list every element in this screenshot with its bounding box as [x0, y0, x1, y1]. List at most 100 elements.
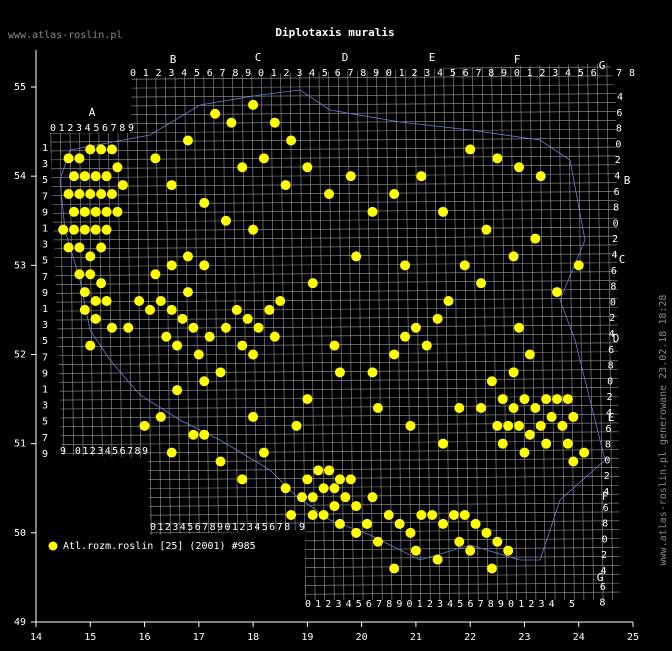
occurrence-dot: [465, 545, 476, 556]
grid-line: [50, 404, 620, 410]
grid-line: [68, 63, 76, 600]
occurrence-dot: [112, 206, 123, 217]
occurrence-dot: [269, 117, 280, 128]
grid-digit: 0: [604, 455, 610, 466]
y-tick-label: 52: [14, 350, 26, 361]
occurrence-dot: [269, 331, 280, 342]
occurrence-dot: [497, 438, 508, 449]
occurrence-dot: [199, 429, 210, 440]
occurrence-dot: [454, 403, 465, 413]
grid-digit: 6: [611, 266, 617, 277]
grid-letter: D: [342, 51, 349, 64]
footer-label: www.atlas-roslin.pl generowane 23.02.18 …: [658, 295, 669, 566]
grid-line: [50, 235, 620, 241]
x-tick-label: 20: [356, 632, 368, 643]
grid-line: [50, 200, 620, 205]
occurrence-dot: [302, 162, 313, 173]
grid-digit: 5: [42, 175, 48, 186]
occurrence-dot: [410, 322, 421, 333]
grid-line: [376, 63, 383, 600]
grid-line: [50, 262, 620, 268]
occurrence-dot: [242, 313, 253, 324]
grid-digit: 9: [42, 288, 48, 299]
occurrence-dot: [573, 260, 584, 271]
grid-letter: G: [599, 59, 606, 72]
grid-digit: 3: [42, 401, 48, 412]
occurrence-dot: [394, 518, 405, 529]
occurrence-dot: [476, 278, 487, 289]
grid-line: [404, 63, 412, 600]
occurrence-dot: [199, 197, 210, 208]
occurrence-dot: [530, 233, 541, 244]
occurrence-dot: [367, 492, 378, 503]
occurrence-dot: [519, 447, 530, 458]
grid-line: [50, 582, 620, 588]
grid-line: [299, 63, 306, 600]
grid-line: [462, 63, 470, 600]
grid-line: [385, 63, 393, 600]
occurrence-dot: [248, 349, 259, 360]
occurrence-dot: [372, 403, 383, 413]
grid-line: [50, 209, 620, 214]
grid-line: [433, 63, 441, 600]
grid-line: [50, 395, 620, 401]
grid-line: [50, 173, 620, 178]
grid-line: [203, 63, 210, 600]
occurrence-dot: [106, 189, 117, 199]
y-tick-label: 49: [14, 617, 26, 628]
occurrence-dot: [530, 403, 541, 413]
occurrence-dot: [557, 420, 568, 431]
grid-line: [318, 63, 326, 600]
grid-line: [50, 120, 620, 125]
grid-line: [548, 63, 556, 600]
grid-line: [50, 63, 57, 600]
grid-letter: A: [89, 106, 96, 119]
x-tick-label: 16: [139, 632, 151, 643]
x-tick-label: 14: [30, 632, 42, 643]
y-tick-label: 51: [14, 439, 26, 450]
occurrence-dot: [291, 420, 302, 431]
grid-line: [337, 63, 345, 600]
occurrence-dot: [79, 224, 90, 235]
occurrence-dot: [389, 189, 400, 199]
grid-digit: 2: [601, 550, 607, 561]
occurrence-dot: [508, 367, 519, 378]
occurrence-dot: [215, 456, 226, 467]
occurrence-dot: [182, 135, 193, 146]
occurrence-dot: [535, 420, 546, 431]
occurrence-dot: [383, 510, 394, 520]
occurrence-dot: [150, 269, 161, 280]
grid-line: [184, 63, 191, 600]
occurrence-dot: [166, 180, 177, 191]
occurrence-dot: [329, 483, 340, 494]
occurrence-dot: [372, 536, 383, 547]
occurrence-dot: [182, 287, 193, 298]
occurrence-dot: [215, 367, 226, 378]
occurrence-dot: [307, 492, 318, 503]
occurrence-dot: [101, 224, 112, 235]
x-tick-label: 23: [518, 632, 530, 643]
occurrence-dot: [448, 510, 459, 520]
x-tick-label: 24: [573, 632, 585, 643]
occurrence-dot: [85, 189, 96, 199]
occurrence-dot: [253, 322, 264, 333]
occurrence-dot: [286, 510, 297, 520]
map-title: Diplotaxis muralis: [275, 26, 394, 39]
grid-line: [50, 333, 620, 339]
occurrence-dot: [193, 349, 204, 360]
grid-digit: 4: [606, 408, 612, 419]
occurrence-dot: [389, 349, 400, 360]
grid-line: [50, 315, 620, 321]
legend-label: Atl.rozm.roslin [25] (2001) #985: [63, 541, 256, 552]
occurrence-dot: [177, 313, 188, 324]
legend-marker: [48, 541, 58, 551]
grid-letter: F: [514, 53, 521, 66]
occurrence-dot: [79, 304, 90, 315]
x-tick-label: 25: [627, 632, 639, 643]
grid-line: [50, 75, 620, 81]
occurrence-dot: [503, 420, 514, 431]
occurrence-dot: [481, 527, 492, 538]
occurrence-dot: [248, 411, 259, 422]
y-tick-label: 50: [14, 528, 26, 539]
occurrence-dot: [85, 251, 96, 262]
